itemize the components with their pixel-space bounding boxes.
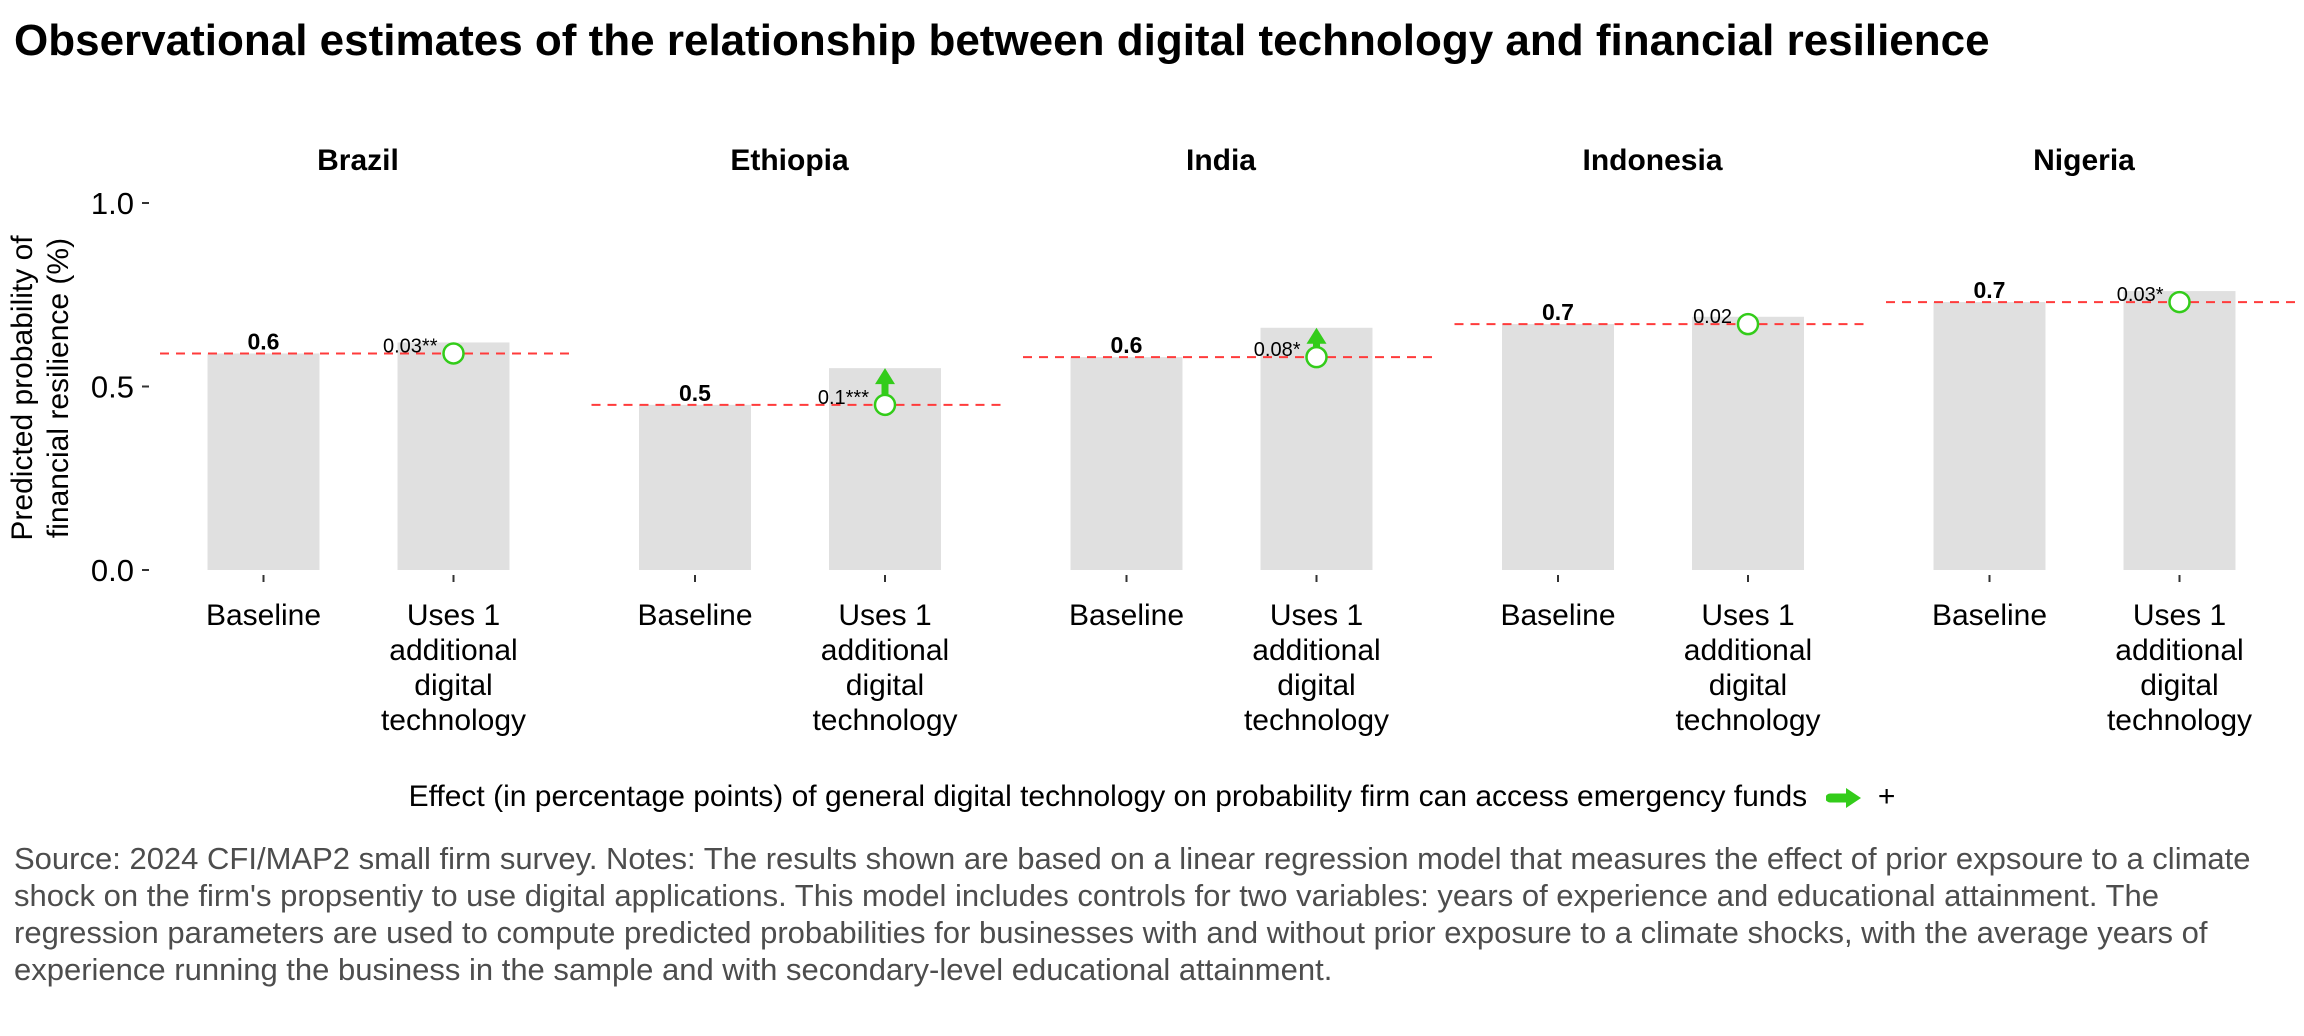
x-tick-label-baseline: Baseline	[1932, 599, 2047, 632]
x-tick-label-line: additional	[1252, 634, 1380, 667]
baseline-value-label: 0.6	[248, 328, 280, 354]
facet-title: Ethiopia	[730, 144, 849, 177]
baseline-value-label: 0.6	[1111, 332, 1143, 358]
x-tick-label-treatment: Uses 1 additional digital technology	[812, 599, 957, 737]
x-tick-label-line: technology	[381, 704, 526, 737]
x-tick-label-line: Uses 1	[407, 599, 500, 632]
bar-baseline	[1502, 324, 1614, 570]
x-tick-label-line: technology	[1675, 704, 1820, 737]
x-tick-label-line: Baseline	[637, 599, 752, 632]
effect-marker	[442, 342, 465, 365]
effect-marker	[1305, 345, 1328, 369]
x-tick-label-treatment: Uses 1 additional digital technology	[1675, 599, 1820, 737]
x-tick-label-line: Baseline	[1069, 599, 1184, 632]
legend-label: Effect (in percentage points) of general…	[408, 780, 1808, 813]
facet-india: India 0.6 0.08* Baseline Uses 1 additional dig…	[1023, 144, 1433, 737]
x-tick-label-line: Uses 1	[1270, 599, 1363, 632]
facet-indonesia: Indonesia 0.7 0.02 Baseline Uses 1 additional…	[1454, 144, 1865, 737]
x-tick-label-treatment: Uses 1 additional digital technology	[381, 599, 526, 737]
effect-value-label: 0.03**	[383, 335, 438, 357]
baseline-value-label: 0.5	[679, 380, 711, 406]
chart-title: Observational estimates of the relations…	[14, 16, 1990, 65]
effect-value-label: 0.08*	[1254, 339, 1301, 361]
facet-title: Nigeria	[2033, 144, 2135, 177]
bar-baseline	[207, 353, 320, 570]
facet-brazil: Brazil 0.6 0.03** Baseline Uses 1 additional d…	[160, 144, 570, 737]
x-tick-label-line: Baseline	[1932, 599, 2047, 632]
facet-title: India	[1186, 144, 1256, 177]
x-tick-label-treatment: Uses 1 additional digital technology	[2107, 599, 2252, 737]
effect-marker	[1736, 312, 1760, 336]
y-axis-label-line: financial resilience (%)	[42, 238, 75, 538]
x-tick-label-line: Uses 1	[838, 599, 931, 632]
x-tick-label-baseline: Baseline	[206, 599, 321, 632]
effect-arrow-head	[875, 368, 895, 385]
source-notes: Source: 2024 CFI/MAP2 small firm survey.…	[14, 841, 2251, 987]
facet-title: Brazil	[317, 144, 399, 177]
legend: Effect (in percentage points) of general…	[0, 780, 2304, 814]
x-tick-label-treatment: Uses 1 additional digital technology	[1244, 599, 1389, 737]
facet-nigeria: Nigeria 0.7 0.03* Baseline Uses 1 additional d…	[1886, 144, 2296, 737]
legend-sign: +	[1877, 780, 1896, 813]
legend-arrow-icon	[1825, 788, 1861, 809]
bar-treatment	[1692, 316, 1804, 570]
x-tick-label-line: digital	[1277, 669, 1355, 702]
baseline-value-label: 0.7	[1542, 299, 1574, 325]
x-tick-label-line: digital	[846, 669, 924, 702]
x-tick-label-line: digital	[414, 669, 492, 702]
facet-ethiopia: Ethiopia 0.5 0.1*** Baseline Uses 1 additiona…	[591, 144, 1002, 737]
y-tick-label: 1.0	[91, 186, 134, 221]
bar-treatment	[397, 342, 510, 570]
y-tick-label: 0.5	[91, 370, 134, 405]
x-tick-label-line: Baseline	[206, 599, 321, 632]
bar-treatment	[2123, 291, 2236, 570]
x-tick-label-baseline: Baseline	[1069, 599, 1184, 632]
effect-marker	[873, 393, 897, 417]
x-tick-label-line: technology	[2107, 704, 2252, 737]
effect-marker	[2168, 290, 2191, 314]
x-tick-label-line: Uses 1	[1701, 599, 1794, 632]
faceted-bar-chart: Predicted probability of financial resili…	[6, 144, 2296, 737]
bar-baseline	[1070, 357, 1183, 570]
x-tick-label-line: technology	[1244, 704, 1389, 737]
y-axis-label-line: Predicted probability of	[6, 235, 39, 541]
effect-value-label: 0.1***	[818, 387, 869, 409]
bar-baseline	[639, 404, 751, 570]
x-tick-label-line: additional	[2115, 634, 2243, 667]
x-tick-label-line: digital	[2140, 669, 2218, 702]
x-tick-label-line: Uses 1	[2133, 599, 2226, 632]
facet-title: Indonesia	[1582, 144, 1722, 177]
bar-baseline	[1933, 302, 2046, 570]
x-tick-label-line: additional	[389, 634, 517, 667]
y-tick-label: 0.0	[91, 553, 134, 588]
y-axis-label: Predicted probability of financial resili…	[6, 235, 75, 541]
x-tick-label-baseline: Baseline	[637, 599, 752, 632]
effect-arrow-head	[1306, 327, 1327, 344]
effect-value-label: 0.02	[1693, 306, 1732, 328]
x-tick-label-line: digital	[1709, 669, 1787, 702]
x-tick-label-line: additional	[1684, 634, 1812, 667]
effect-value-label: 0.03*	[2117, 284, 2164, 306]
x-tick-label-line: additional	[821, 634, 949, 667]
x-tick-label-line: Baseline	[1500, 599, 1615, 632]
baseline-value-label: 0.7	[1974, 277, 2006, 303]
x-tick-label-baseline: Baseline	[1500, 599, 1615, 632]
x-tick-label-line: technology	[812, 704, 957, 737]
